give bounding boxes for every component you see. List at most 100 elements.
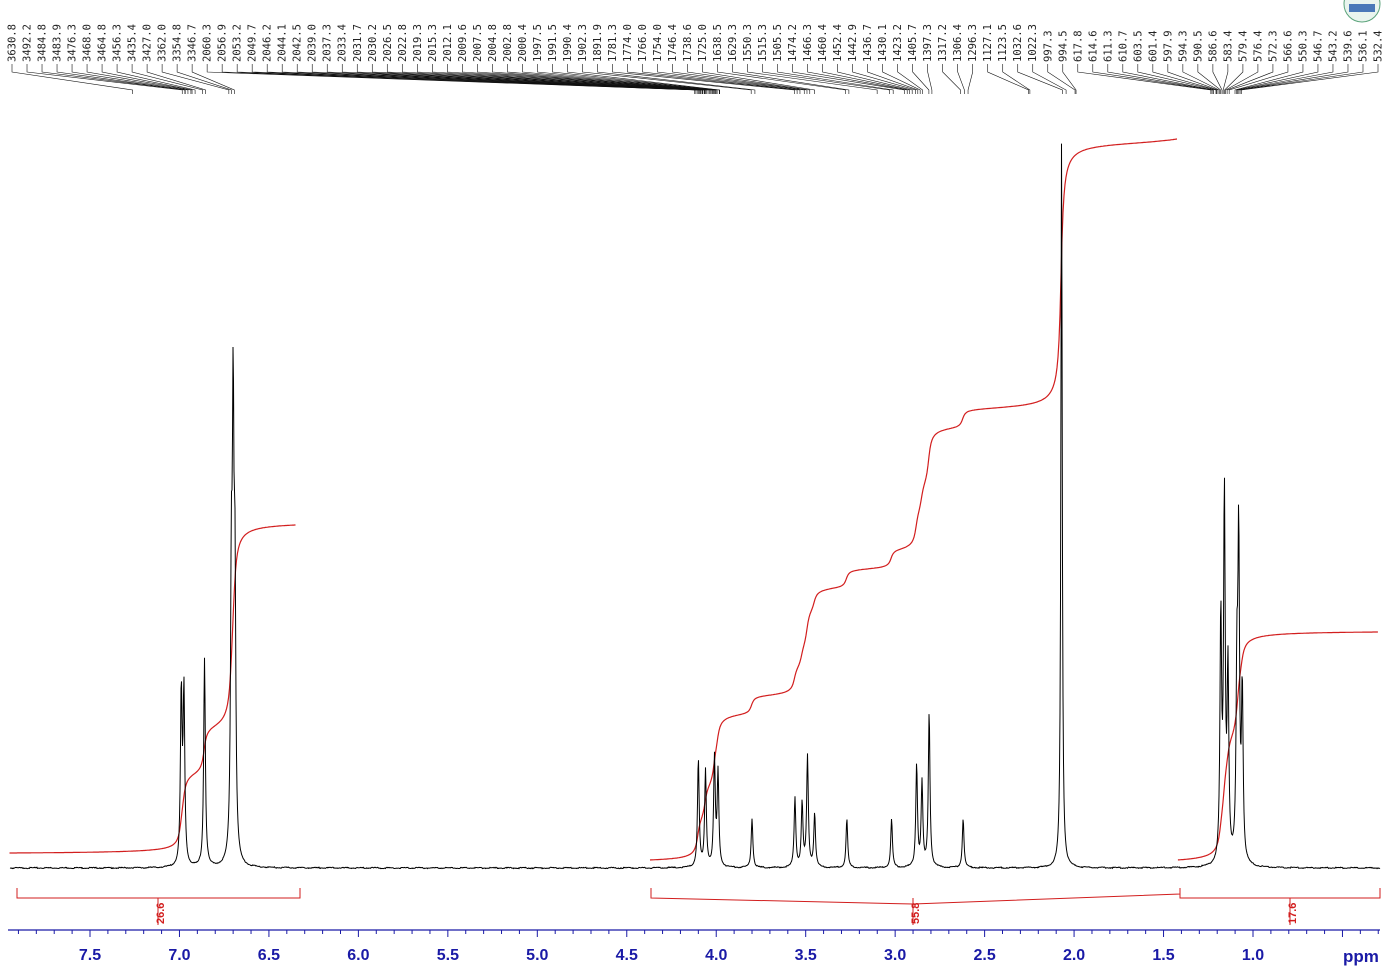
peak-leader-line xyxy=(1167,64,1219,94)
peak-label: 617.8 xyxy=(1072,30,1084,62)
peak-leader-line xyxy=(927,64,933,94)
integral-bracket xyxy=(16,888,301,899)
peak-leader-line xyxy=(296,64,702,94)
peak-label: 1990.4 xyxy=(562,24,574,62)
peak-leader-line xyxy=(432,64,712,94)
peak-leader-line xyxy=(26,64,183,94)
peak-leader-line xyxy=(1047,64,1076,94)
peak-label: 597.9 xyxy=(1162,30,1174,62)
x-tick-label: 3.0 xyxy=(884,947,906,964)
peak-leader-line xyxy=(852,64,916,94)
peak-leader-line xyxy=(161,64,230,94)
peak-leader-line xyxy=(732,64,850,94)
peak-leader-line xyxy=(492,64,715,94)
peak-leader-line xyxy=(747,64,878,94)
logo-icon xyxy=(1343,0,1381,23)
peak-leader-line xyxy=(582,64,752,94)
peak-leader-line xyxy=(1092,64,1213,94)
x-tick-label: 2.5 xyxy=(973,947,995,964)
peak-leader-line xyxy=(1062,64,1077,94)
peak-leader-line xyxy=(1237,64,1334,94)
peak-leader-line xyxy=(657,64,805,94)
peak-label: 2012.1 xyxy=(442,24,454,62)
peak-label: 2031.7 xyxy=(352,24,364,62)
peak-leader-line xyxy=(837,64,913,94)
integral-bracket xyxy=(1179,888,1381,899)
x-tick-label: 7.5 xyxy=(79,947,101,964)
x-tick-label: 2.0 xyxy=(1063,947,1085,964)
peak-label: 1774.0 xyxy=(622,24,634,62)
peak-label: 2030.2 xyxy=(367,24,379,62)
peak-label: 1474.2 xyxy=(787,24,799,62)
peak-label: 994.5 xyxy=(1057,30,1069,62)
integral-value-label: 26.6 xyxy=(155,903,167,924)
x-axis-ticks: 7.5 7.0 6.5 6.0 5.5 5.0 4.5 4.0 3.5 3.0 2.5 2.0 1.5 1… xyxy=(17,930,1379,964)
peak-leader-line xyxy=(1228,64,1289,94)
peak-label: 2053.2 xyxy=(232,24,244,62)
peak-label: 2044.1 xyxy=(277,24,289,62)
peak-leader-line xyxy=(967,64,974,94)
peak-leader-line xyxy=(86,64,192,94)
peak-label: 1738.6 xyxy=(682,24,694,62)
peak-leader-line xyxy=(71,64,189,94)
peak-leader-line xyxy=(642,64,801,94)
peak-label: 1550.3 xyxy=(742,24,754,62)
peak-label: 543.2 xyxy=(1327,30,1339,62)
peak-leader-line xyxy=(176,64,232,94)
x-axis: 7.5 7.0 6.5 6.0 5.5 5.0 4.5 4.0 3.5 3.0 2.5 2.0 1.5 1… xyxy=(8,929,1380,966)
peak-label: 611.3 xyxy=(1102,30,1114,62)
peak-leader-line xyxy=(11,64,133,94)
peak-leader-lines xyxy=(11,64,1379,94)
peak-leader-line xyxy=(612,64,795,94)
peak-label: 1436.7 xyxy=(862,24,874,62)
peak-label: 3456.3 xyxy=(112,24,124,62)
peak-label: 1430.1 xyxy=(877,24,889,62)
peak-label: 586.6 xyxy=(1207,30,1219,62)
peak-label: 1902.3 xyxy=(577,24,589,62)
peak-label: 2004.8 xyxy=(487,24,499,62)
peak-label: 1997.5 xyxy=(532,24,544,62)
peak-label: 576.4 xyxy=(1252,30,1264,62)
peak-leader-line xyxy=(702,64,815,94)
peak-leader-line xyxy=(597,64,756,94)
peak-leader-line xyxy=(1226,64,1274,94)
peak-leader-line xyxy=(1197,64,1221,94)
peak-label: 3435.4 xyxy=(127,24,139,62)
peak-leader-line xyxy=(762,64,890,94)
peak-leader-line xyxy=(1222,64,1229,94)
peak-leader-line xyxy=(1002,64,1031,94)
peak-leader-line xyxy=(371,64,706,94)
peak-label: 532.4 xyxy=(1373,30,1385,62)
peak-label: 601.4 xyxy=(1147,30,1159,62)
peak-leader-line xyxy=(627,64,798,94)
peak-label: 2056.9 xyxy=(217,24,229,62)
peak-leader-line xyxy=(447,64,713,94)
peak-leader-line xyxy=(897,64,923,94)
peak-leader-line xyxy=(1238,64,1349,94)
peak-leader-line xyxy=(116,64,196,94)
peak-leader-line xyxy=(717,64,846,94)
integral-curves xyxy=(9,138,1378,861)
integral-curve xyxy=(9,524,296,854)
peak-label: 997.3 xyxy=(1042,30,1054,62)
peak-leader-line xyxy=(942,64,961,94)
peak-leader-line xyxy=(1225,64,1259,94)
x-tick-label: 5.0 xyxy=(526,947,548,964)
peak-label: 1442.9 xyxy=(847,24,859,62)
peak-label: 2007.5 xyxy=(472,24,484,62)
peak-label: 1629.3 xyxy=(727,24,739,62)
peak-leader-line xyxy=(987,64,1029,94)
x-tick-label: 4.5 xyxy=(616,947,638,964)
peak-label: 3483.9 xyxy=(52,24,64,62)
peak-leader-line xyxy=(191,64,235,94)
x-tick-label: 4.0 xyxy=(705,947,727,964)
peak-leader-line xyxy=(1017,64,1063,94)
peak-leader-line xyxy=(266,64,700,94)
peak-label: 1022.3 xyxy=(1027,24,1039,62)
peak-leader-line xyxy=(401,64,709,94)
x-tick-label: 6.5 xyxy=(258,947,280,964)
peak-label: 3492.2 xyxy=(22,24,34,62)
peak-label: 2009.6 xyxy=(457,24,469,62)
peak-label: 2037.3 xyxy=(322,24,334,62)
